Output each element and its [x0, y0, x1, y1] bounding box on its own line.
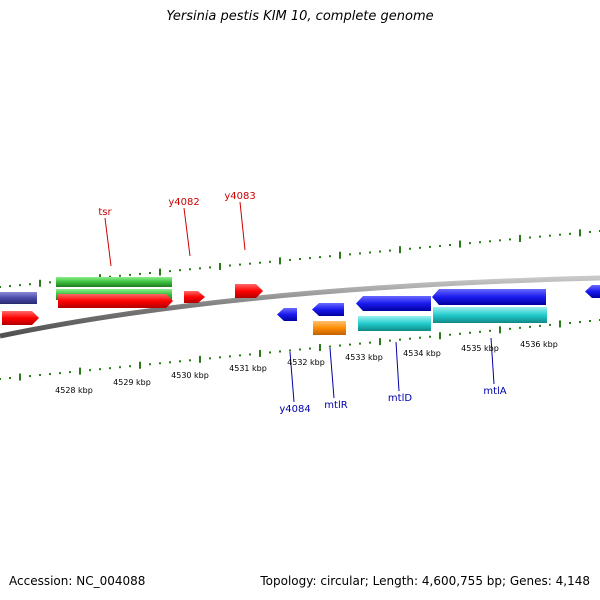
gene-labels: tsr y4082 y4083 y4084 mtlR mtlD mtlA [98, 191, 506, 415]
gene-arrow-blue[interactable] [585, 285, 600, 298]
gene-arrow-blue[interactable] [432, 289, 546, 305]
gene-leader-line [239, 201, 246, 251]
gene-leader-line [395, 341, 400, 392]
gene-leader-line [490, 337, 495, 385]
gene-label-y4084[interactable]: y4084 [279, 404, 310, 415]
gene-arrow-red[interactable] [235, 284, 263, 298]
map-title: Yersinia pestis KIM 10, complete genome [166, 9, 434, 24]
gene-label-mtlR[interactable]: mtlR [324, 400, 347, 411]
gene-arrow-blue[interactable] [312, 303, 344, 316]
scale-label: 4529 kbp [113, 378, 151, 387]
gene-arrow-orange[interactable] [313, 321, 346, 335]
gene-leader-line [289, 351, 295, 403]
gene-label-y4082[interactable]: y4082 [168, 197, 199, 208]
gene-arrow-cyan[interactable] [433, 307, 547, 323]
gene-arrow-cyan[interactable] [358, 316, 431, 331]
gene-arrow-blue[interactable] [277, 308, 297, 321]
gene-arrow-red[interactable] [58, 294, 173, 308]
gene-label-tsr[interactable]: tsr [98, 207, 112, 218]
scale-labels: 4528 kbp 4529 kbp 4530 kbp 4531 kbp 4532 kbp… [55, 340, 558, 395]
gene-arrow-red[interactable] [184, 291, 205, 303]
gene-leader-line [104, 217, 112, 267]
gene-leader-line [329, 347, 335, 399]
gene-features[interactable] [0, 277, 600, 335]
scale-label: 4531 kbp [229, 364, 267, 373]
scale-label: 4528 kbp [55, 386, 93, 395]
scale-label: 4533 kbp [345, 353, 383, 362]
gene-leader-line [183, 207, 191, 257]
scale-label: 4532 kbp [287, 358, 325, 367]
scale-label: 4535 kbp [461, 344, 499, 353]
genome-summary: Topology: circular; Length: 4,600,755 bp… [260, 574, 590, 588]
accession-label: Accession: NC_004088 [9, 574, 146, 588]
scale-label: 4536 kbp [520, 340, 558, 349]
genome-backbone [0, 275, 600, 339]
gene-label-y4083[interactable]: y4083 [224, 191, 255, 202]
gene-arrow-red[interactable] [2, 311, 39, 325]
gene-arrow-slate[interactable] [0, 292, 37, 304]
gene-label-mtlD[interactable]: mtlD [388, 393, 412, 404]
gene-arrow-green[interactable] [56, 277, 172, 287]
scale-label: 4534 kbp [403, 349, 441, 358]
scale-label: 4530 kbp [171, 371, 209, 380]
gene-arrow-blue[interactable] [356, 296, 431, 311]
gene-label-mtlA[interactable]: mtlA [483, 386, 506, 397]
